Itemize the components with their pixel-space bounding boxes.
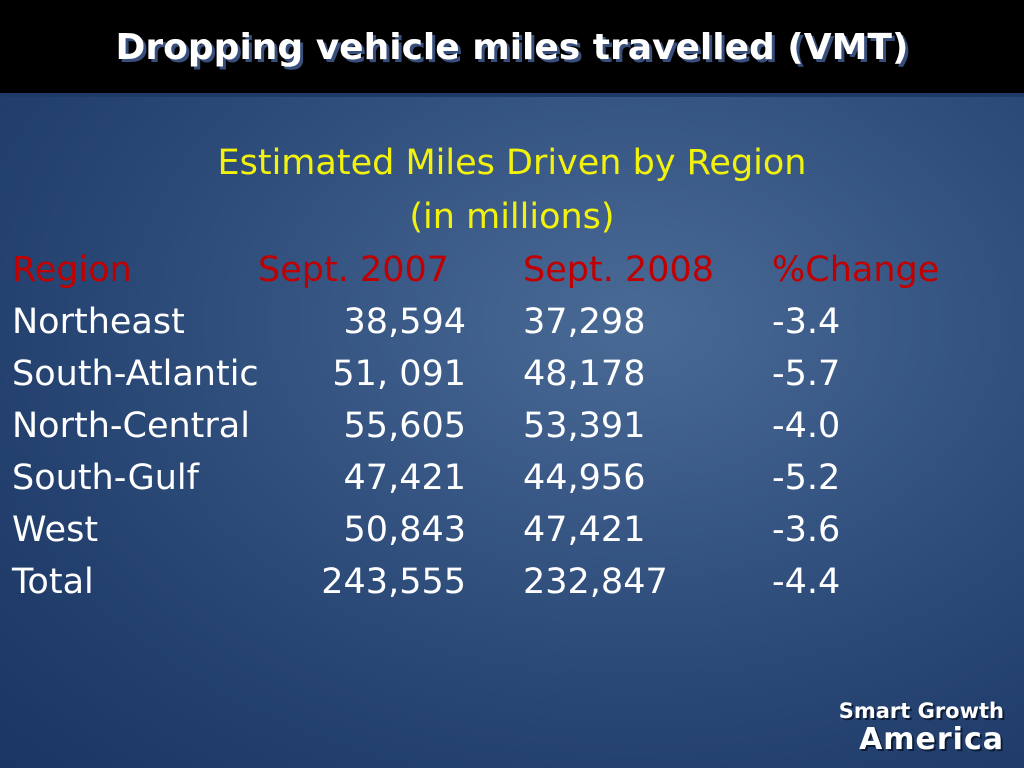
sept-2008-cell: 232,847: [523, 562, 668, 602]
table-row: West 50,843 47,421 -3.6: [0, 508, 1024, 552]
region-cell: West: [12, 510, 99, 550]
header-sept-2007: Sept. 2007: [258, 250, 450, 290]
logo-line2: America: [859, 722, 1004, 757]
sept-2008-cell: 37,298: [523, 302, 646, 342]
region-cell: South-Gulf: [12, 458, 199, 498]
sept-2007-cell: 47,421: [343, 458, 466, 498]
title-bar: Dropping vehicle miles travelled (VMT): [0, 0, 1024, 97]
change-cell: -5.7: [772, 354, 841, 394]
region-cell: Northeast: [12, 302, 185, 342]
slide-title: Dropping vehicle miles travelled (VMT): [115, 27, 909, 68]
table-row: South-Gulf 47,421 44,956 -5.2: [0, 456, 1024, 500]
sept-2008-cell: 47,421: [523, 510, 646, 550]
table-row: North-Central 55,605 53,391 -4.0: [0, 404, 1024, 448]
sept-2007-cell: 55,605: [343, 406, 466, 446]
region-cell: South-Atlantic: [12, 354, 259, 394]
sept-2008-cell: 53,391: [523, 406, 646, 446]
sept-2007-cell: 51, 091: [332, 354, 466, 394]
smart-growth-america-logo: Smart Growth America: [839, 698, 1004, 756]
region-cell: North-Central: [12, 406, 250, 446]
sept-2007-cell: 243,555: [321, 562, 466, 602]
table-row: Northeast 38,594 37,298 -3.4: [0, 300, 1024, 344]
sept-2008-cell: 48,178: [523, 354, 646, 394]
header-percent-change: %Change: [772, 250, 940, 290]
table-caption: Estimated Miles Driven by Region: [217, 143, 807, 183]
change-cell: -3.6: [772, 510, 841, 550]
header-sept-2008: Sept. 2008: [523, 250, 715, 290]
table-row-total: Total 243,555 232,847 -4.4: [0, 560, 1024, 604]
sept-2007-cell: 50,843: [343, 510, 466, 550]
sept-2008-cell: 44,956: [523, 458, 646, 498]
header-region: Region: [12, 250, 132, 290]
change-cell: -4.4: [772, 562, 841, 602]
change-cell: -5.2: [772, 458, 841, 498]
table-row: South-Atlantic 51, 091 48,178 -5.7: [0, 352, 1024, 396]
logo-line1: Smart Growth: [838, 699, 1004, 723]
region-cell: Total: [12, 562, 94, 602]
sept-2007-cell: 38,594: [343, 302, 466, 342]
table-header-row: Region Sept. 2007 Sept. 2008 %Change: [0, 248, 1024, 292]
table-caption-units: (in millions): [409, 197, 615, 237]
change-cell: -3.4: [772, 302, 841, 342]
change-cell: -4.0: [772, 406, 841, 446]
